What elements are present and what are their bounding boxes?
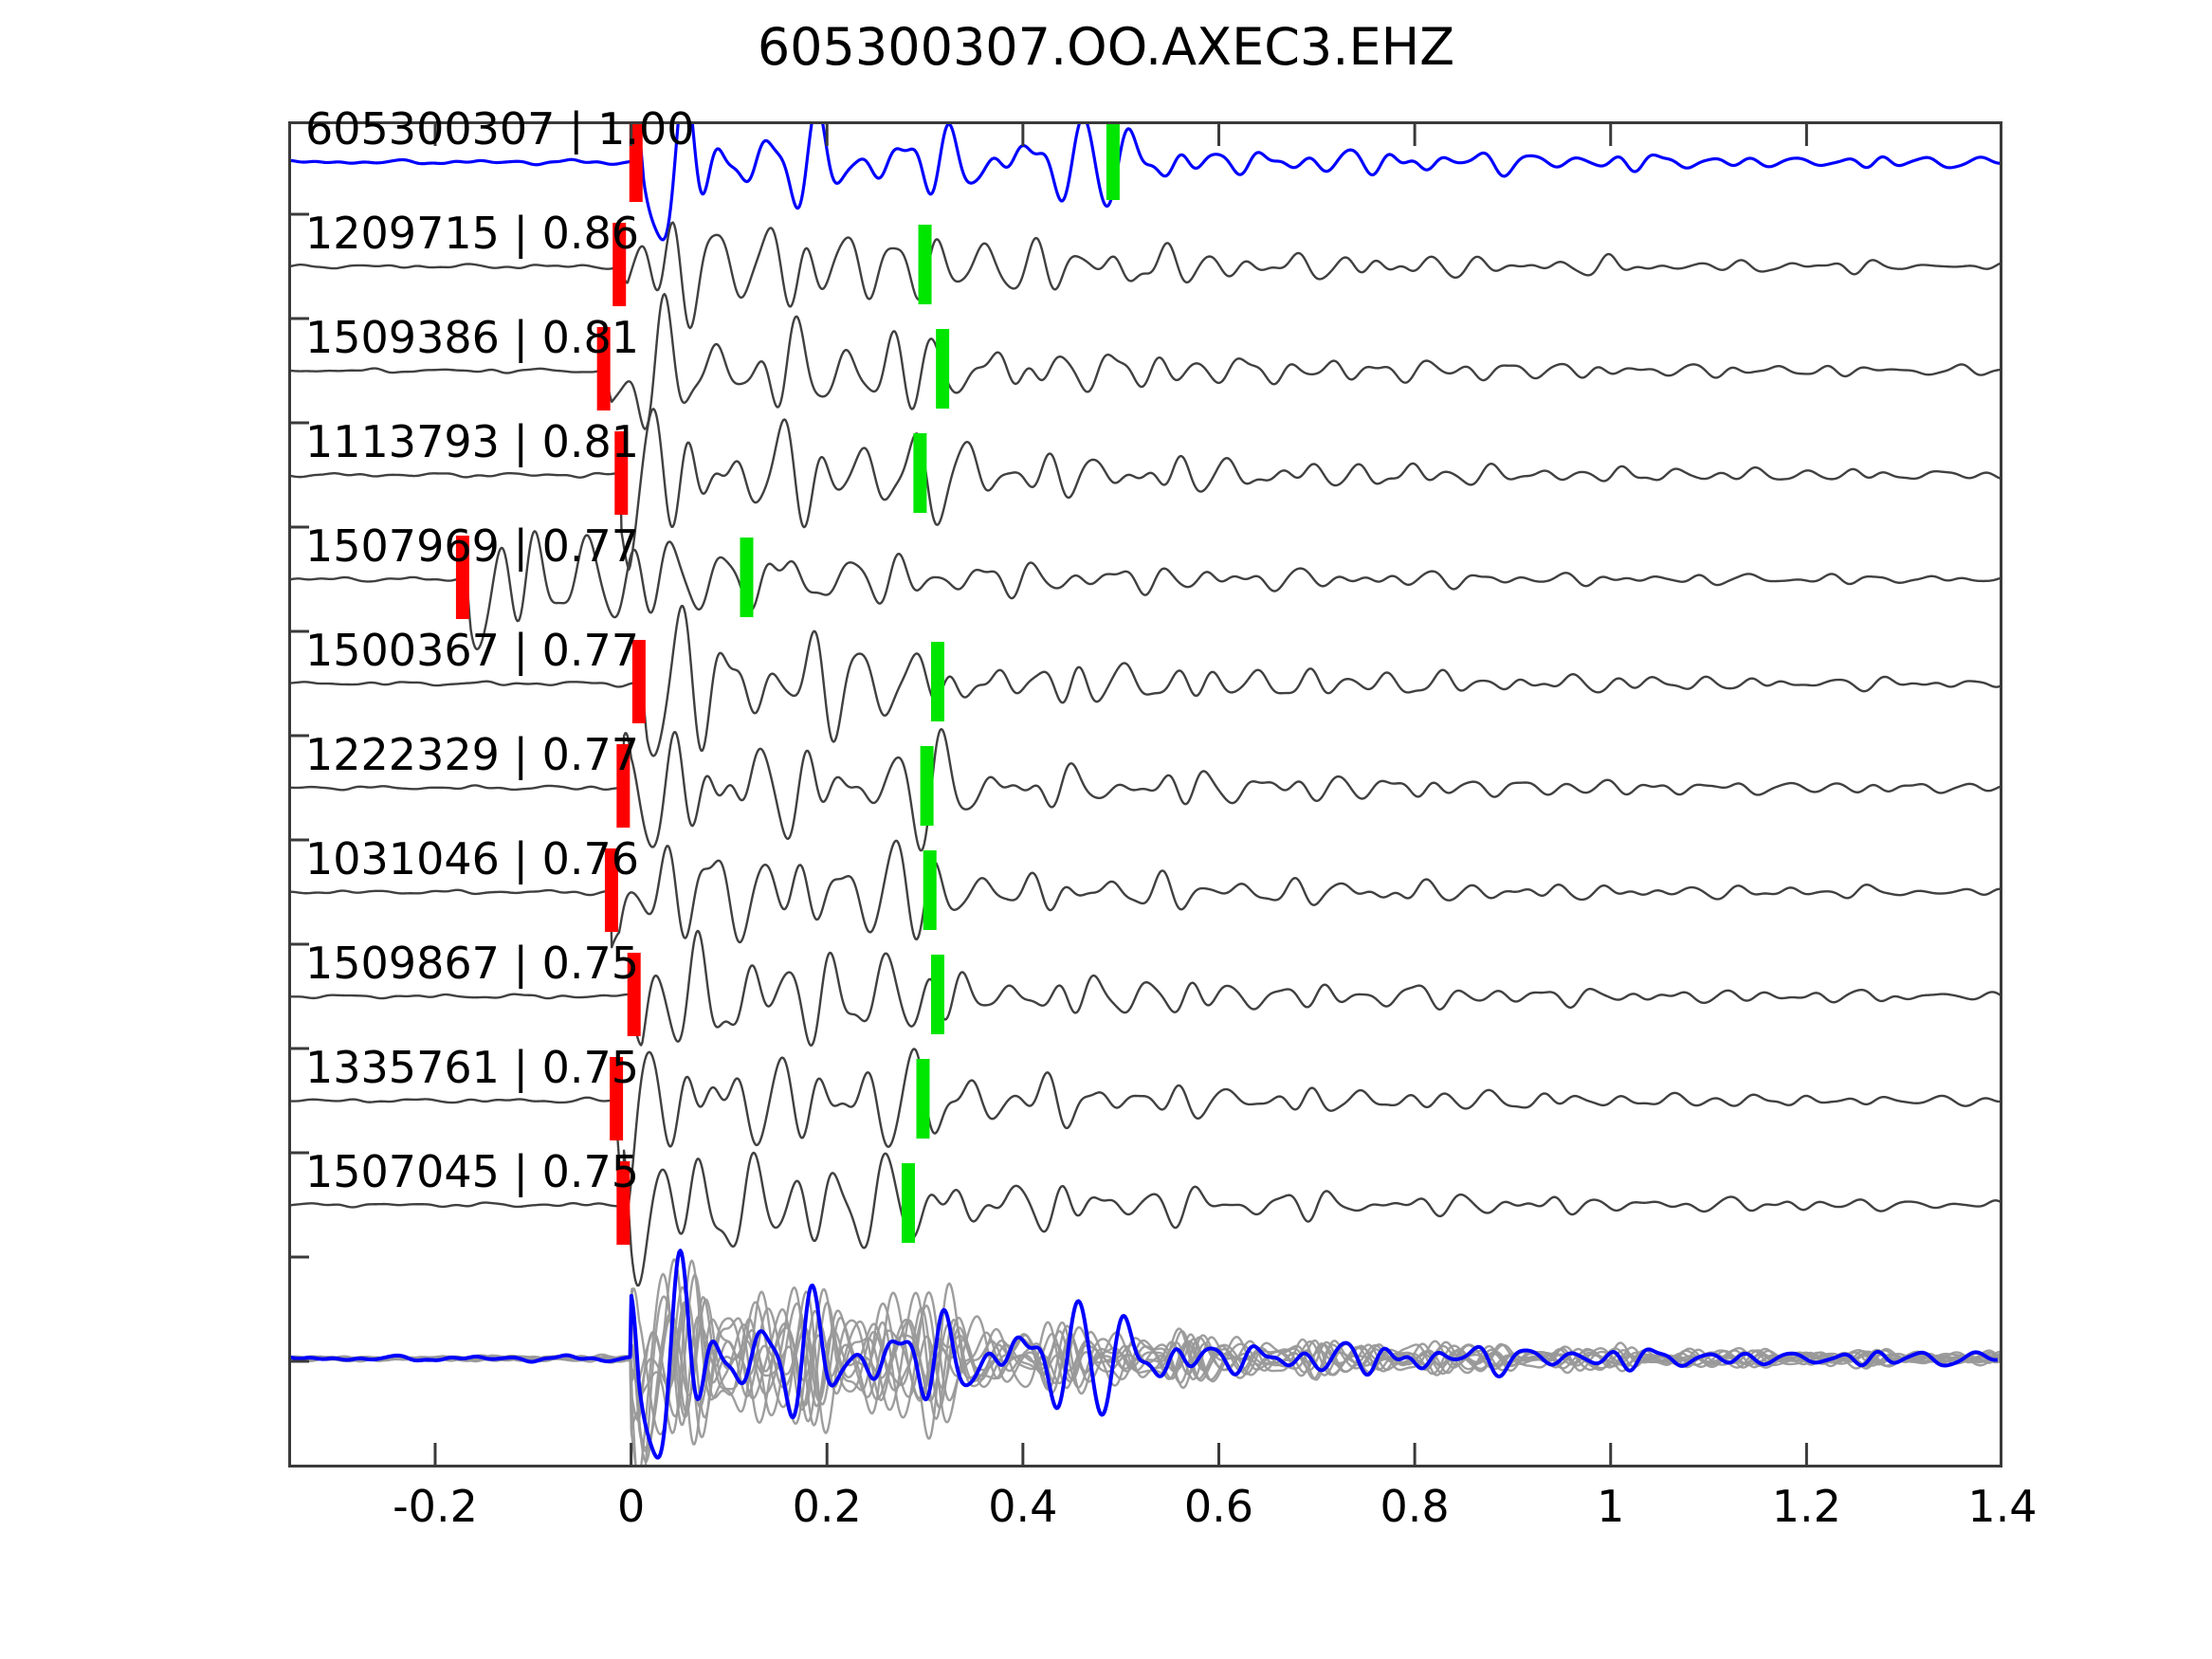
p-pick-marker — [610, 1057, 624, 1140]
p-pick-marker — [604, 848, 618, 932]
trace-line — [288, 727, 2002, 852]
x-tick-label: 1 — [1597, 1481, 1625, 1532]
x-tick-label: 0.6 — [1183, 1481, 1254, 1532]
s-pick-marker — [916, 1059, 930, 1139]
axis-ticks — [290, 123, 2002, 1466]
s-pick-marker — [901, 1163, 915, 1243]
p-pick-marker — [616, 744, 631, 828]
s-pick-marker — [913, 433, 927, 513]
p-pick-marker — [616, 1161, 631, 1245]
x-tick-label: -0.2 — [393, 1481, 478, 1532]
waveform-trace-1500367 — [288, 605, 2002, 757]
trace-label: 605300307 | 1.00 — [305, 103, 695, 155]
trace-line — [288, 929, 2002, 1048]
x-tick-label: 1.2 — [1771, 1481, 1841, 1532]
x-tick-label: 0.8 — [1380, 1481, 1450, 1532]
waveform-trace-1507045 — [288, 1149, 2002, 1287]
x-tick-label: 0.4 — [988, 1481, 1058, 1532]
s-pick-marker — [918, 225, 932, 304]
s-pick-marker — [936, 329, 950, 409]
stacked-overlay-panel — [288, 1249, 2002, 1468]
waveform-trace-1031046 — [288, 839, 2002, 949]
trace-label: 1507045 | 0.75 — [305, 1146, 640, 1197]
trace-line — [288, 839, 2002, 949]
p-pick-marker — [612, 223, 627, 306]
waveform-trace-1507969 — [288, 530, 2002, 651]
trace-label: 1031046 | 0.76 — [305, 833, 640, 884]
waveform-trace-1113793 — [288, 408, 2002, 572]
trace-label: 1500367 | 0.77 — [305, 625, 640, 676]
trace-label: 1113793 | 0.81 — [305, 416, 640, 467]
waveform-trace-1509867 — [288, 929, 2002, 1048]
trace-line — [288, 530, 2002, 651]
x-tick-label: 1.4 — [1967, 1481, 2038, 1532]
s-pick-marker — [923, 850, 937, 930]
s-pick-marker — [740, 538, 754, 617]
trace-line — [288, 292, 2002, 430]
trace-line — [288, 121, 2002, 242]
trace-label: 1509867 | 0.75 — [305, 938, 640, 989]
page-title: 605300307.OO.AXEC3.EHZ — [757, 17, 1455, 77]
stack-overlay-trace — [296, 1287, 2002, 1463]
waveform-trace-1209715 — [288, 221, 2002, 330]
stack-overlay-trace — [302, 1291, 2002, 1468]
waveform-trace-1222329 — [288, 727, 2002, 852]
trace-line — [288, 1149, 2002, 1287]
trace-label: 1507969 | 0.77 — [305, 520, 640, 572]
waveform-trace-1335761 — [288, 1048, 2002, 1219]
trace-line — [288, 1048, 2002, 1219]
waveform-canvas — [288, 121, 2002, 1468]
trace-label: 1335761 | 0.75 — [305, 1042, 640, 1093]
x-tick-label: 0.2 — [792, 1481, 862, 1532]
trace-label: 1209715 | 0.86 — [305, 208, 640, 259]
waveform-trace-1509386 — [288, 292, 2002, 430]
trace-line — [288, 408, 2002, 572]
trace-label: 1509386 | 0.81 — [305, 312, 640, 363]
p-pick-marker — [627, 953, 641, 1036]
x-tick-label: 0 — [616, 1481, 646, 1532]
p-pick-marker — [629, 121, 643, 202]
p-pick-marker — [455, 536, 469, 619]
waveform-trace-605300307 — [288, 121, 2002, 242]
p-pick-marker — [596, 327, 611, 410]
trace-line — [288, 221, 2002, 330]
trace-line — [288, 605, 2002, 757]
stack-template-trace — [288, 1249, 1999, 1460]
s-pick-marker — [930, 642, 944, 721]
s-pick-marker — [930, 955, 944, 1034]
p-pick-marker — [631, 640, 646, 723]
trace-label: 1222329 | 0.77 — [305, 729, 640, 780]
s-pick-marker — [1106, 121, 1120, 200]
p-pick-marker — [614, 431, 629, 515]
s-pick-marker — [920, 746, 934, 826]
